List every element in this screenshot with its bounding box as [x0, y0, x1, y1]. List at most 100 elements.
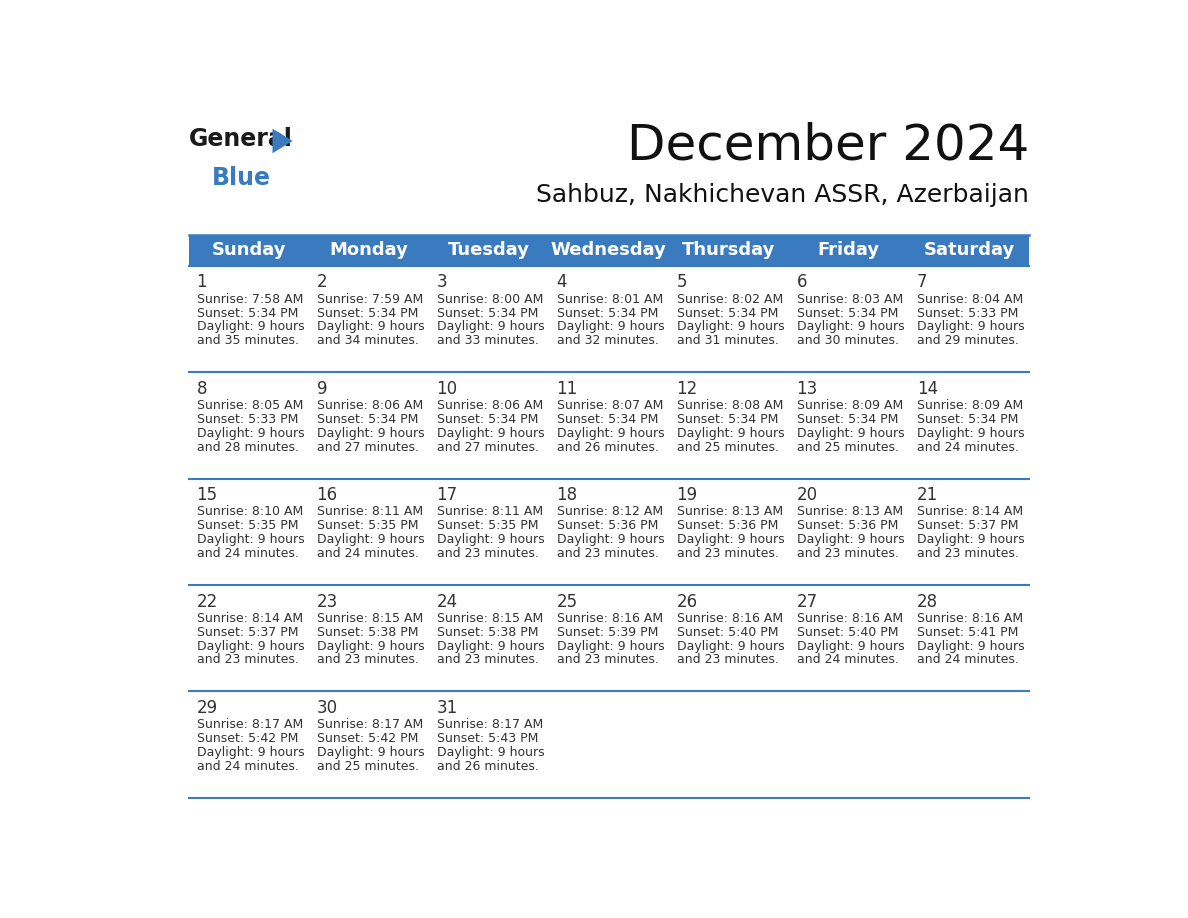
Text: 7: 7 [917, 274, 927, 291]
Text: Daylight: 9 hours: Daylight: 9 hours [557, 427, 664, 440]
Text: 22: 22 [196, 593, 217, 610]
Text: and 23 minutes.: and 23 minutes. [436, 654, 538, 666]
Text: Sunset: 5:36 PM: Sunset: 5:36 PM [797, 520, 898, 532]
Text: Sunset: 5:40 PM: Sunset: 5:40 PM [677, 626, 778, 639]
Text: Sunrise: 8:09 AM: Sunrise: 8:09 AM [797, 399, 903, 412]
Text: Daylight: 9 hours: Daylight: 9 hours [196, 640, 304, 653]
Text: and 23 minutes.: and 23 minutes. [436, 547, 538, 560]
Text: Sunset: 5:34 PM: Sunset: 5:34 PM [436, 413, 538, 426]
Text: General: General [189, 127, 292, 151]
Text: Sunrise: 8:17 AM: Sunrise: 8:17 AM [196, 718, 303, 732]
Text: Sunset: 5:34 PM: Sunset: 5:34 PM [316, 307, 418, 319]
Text: Daylight: 9 hours: Daylight: 9 hours [677, 640, 784, 653]
Text: Sunrise: 8:09 AM: Sunrise: 8:09 AM [917, 399, 1023, 412]
Text: and 32 minutes.: and 32 minutes. [557, 334, 658, 347]
Text: Daylight: 9 hours: Daylight: 9 hours [677, 533, 784, 546]
Text: and 24 minutes.: and 24 minutes. [917, 441, 1018, 453]
Text: Sunrise: 8:13 AM: Sunrise: 8:13 AM [797, 506, 903, 519]
Text: Daylight: 9 hours: Daylight: 9 hours [436, 640, 544, 653]
Text: Daylight: 9 hours: Daylight: 9 hours [436, 746, 544, 759]
Text: Sunrise: 8:10 AM: Sunrise: 8:10 AM [196, 506, 303, 519]
Text: Sunset: 5:35 PM: Sunset: 5:35 PM [316, 520, 418, 532]
Text: Sunset: 5:34 PM: Sunset: 5:34 PM [797, 307, 898, 319]
Text: Daylight: 9 hours: Daylight: 9 hours [797, 427, 904, 440]
Text: Sunset: 5:34 PM: Sunset: 5:34 PM [797, 413, 898, 426]
Text: 27: 27 [797, 593, 817, 610]
Text: Sunset: 5:34 PM: Sunset: 5:34 PM [677, 307, 778, 319]
Text: and 34 minutes.: and 34 minutes. [316, 334, 418, 347]
Text: Sunset: 5:42 PM: Sunset: 5:42 PM [196, 733, 298, 745]
Text: 15: 15 [196, 487, 217, 504]
Text: Sunrise: 8:11 AM: Sunrise: 8:11 AM [436, 506, 543, 519]
Text: Sunrise: 8:11 AM: Sunrise: 8:11 AM [316, 506, 423, 519]
Text: and 23 minutes.: and 23 minutes. [557, 654, 658, 666]
Text: Sunset: 5:37 PM: Sunset: 5:37 PM [196, 626, 298, 639]
Text: and 23 minutes.: and 23 minutes. [677, 547, 778, 560]
Text: Sunrise: 8:15 AM: Sunrise: 8:15 AM [436, 612, 543, 625]
Text: and 27 minutes.: and 27 minutes. [316, 441, 418, 453]
Text: and 24 minutes.: and 24 minutes. [917, 654, 1018, 666]
Text: and 24 minutes.: and 24 minutes. [316, 547, 418, 560]
Text: Daylight: 9 hours: Daylight: 9 hours [436, 320, 544, 333]
Text: Sunset: 5:34 PM: Sunset: 5:34 PM [557, 307, 658, 319]
Text: and 26 minutes.: and 26 minutes. [436, 760, 538, 773]
Text: 10: 10 [436, 380, 457, 397]
Text: Sunset: 5:39 PM: Sunset: 5:39 PM [557, 626, 658, 639]
Text: December 2024: December 2024 [626, 122, 1029, 170]
Text: and 33 minutes.: and 33 minutes. [436, 334, 538, 347]
Text: 8: 8 [196, 380, 207, 397]
Text: Sunset: 5:35 PM: Sunset: 5:35 PM [436, 520, 538, 532]
Text: Daylight: 9 hours: Daylight: 9 hours [677, 320, 784, 333]
Text: Sunrise: 8:05 AM: Sunrise: 8:05 AM [196, 399, 303, 412]
Text: 11: 11 [557, 380, 577, 397]
Text: Sunset: 5:40 PM: Sunset: 5:40 PM [797, 626, 898, 639]
Text: and 23 minutes.: and 23 minutes. [557, 547, 658, 560]
Text: Sunday: Sunday [211, 241, 286, 259]
Text: Sunrise: 8:16 AM: Sunrise: 8:16 AM [797, 612, 903, 625]
Text: and 25 minutes.: and 25 minutes. [797, 441, 898, 453]
Text: Sunrise: 8:07 AM: Sunrise: 8:07 AM [557, 399, 663, 412]
Text: Daylight: 9 hours: Daylight: 9 hours [316, 533, 424, 546]
Text: Friday: Friday [817, 241, 880, 259]
Text: and 31 minutes.: and 31 minutes. [677, 334, 778, 347]
Text: and 23 minutes.: and 23 minutes. [917, 547, 1018, 560]
Text: 12: 12 [677, 380, 697, 397]
Text: Daylight: 9 hours: Daylight: 9 hours [917, 320, 1024, 333]
Text: Blue: Blue [211, 165, 271, 190]
Text: 6: 6 [797, 274, 807, 291]
Text: 23: 23 [316, 593, 337, 610]
Text: Sunrise: 8:17 AM: Sunrise: 8:17 AM [436, 718, 543, 732]
Text: 2: 2 [316, 274, 327, 291]
Text: 17: 17 [436, 487, 457, 504]
Text: and 23 minutes.: and 23 minutes. [797, 547, 898, 560]
Text: 5: 5 [677, 274, 687, 291]
Text: Sunset: 5:34 PM: Sunset: 5:34 PM [436, 307, 538, 319]
Text: and 28 minutes.: and 28 minutes. [196, 441, 298, 453]
Text: Daylight: 9 hours: Daylight: 9 hours [436, 533, 544, 546]
Text: 18: 18 [557, 487, 577, 504]
Text: Saturday: Saturday [923, 241, 1015, 259]
Text: and 25 minutes.: and 25 minutes. [316, 760, 418, 773]
Text: and 23 minutes.: and 23 minutes. [677, 654, 778, 666]
Text: Thursday: Thursday [682, 241, 776, 259]
Text: Sunset: 5:36 PM: Sunset: 5:36 PM [677, 520, 778, 532]
Text: Sunrise: 8:16 AM: Sunrise: 8:16 AM [557, 612, 663, 625]
Text: Daylight: 9 hours: Daylight: 9 hours [557, 640, 664, 653]
Polygon shape [272, 129, 292, 153]
Text: Daylight: 9 hours: Daylight: 9 hours [557, 320, 664, 333]
Text: and 29 minutes.: and 29 minutes. [917, 334, 1018, 347]
Text: Daylight: 9 hours: Daylight: 9 hours [316, 640, 424, 653]
Text: Sunrise: 8:04 AM: Sunrise: 8:04 AM [917, 293, 1023, 306]
Text: 20: 20 [797, 487, 817, 504]
Text: 1: 1 [196, 274, 207, 291]
Text: Wednesday: Wednesday [551, 241, 666, 259]
Text: Sunset: 5:37 PM: Sunset: 5:37 PM [917, 520, 1018, 532]
Text: Sunrise: 8:17 AM: Sunrise: 8:17 AM [316, 718, 423, 732]
Text: Sunrise: 8:13 AM: Sunrise: 8:13 AM [677, 506, 783, 519]
Text: Sunrise: 8:01 AM: Sunrise: 8:01 AM [557, 293, 663, 306]
Text: Sunset: 5:42 PM: Sunset: 5:42 PM [316, 733, 418, 745]
Text: Sunset: 5:38 PM: Sunset: 5:38 PM [316, 626, 418, 639]
Text: Daylight: 9 hours: Daylight: 9 hours [677, 427, 784, 440]
Text: Sahbuz, Nakhichevan ASSR, Azerbaijan: Sahbuz, Nakhichevan ASSR, Azerbaijan [536, 184, 1029, 207]
Text: Daylight: 9 hours: Daylight: 9 hours [917, 427, 1024, 440]
